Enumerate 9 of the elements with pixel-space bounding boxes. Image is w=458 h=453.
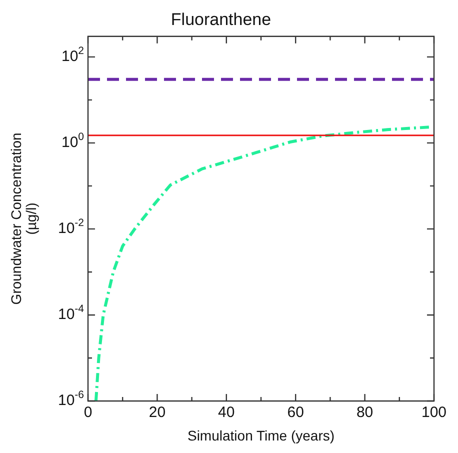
x-tick-label: 100	[421, 404, 447, 422]
x-tick-label: 60	[287, 404, 304, 422]
x-tick-label: 0	[84, 404, 92, 422]
chart-title: Fluoranthene	[170, 10, 272, 29]
x-tick-label: 20	[148, 404, 166, 422]
x-tick-label: 80	[356, 404, 374, 422]
x-axis-title: Simulation Time (years)	[187, 427, 335, 444]
y-axis-title: Groundwater Concentration (µg/l)	[8, 132, 39, 305]
x-tick-label: 40	[218, 404, 235, 422]
